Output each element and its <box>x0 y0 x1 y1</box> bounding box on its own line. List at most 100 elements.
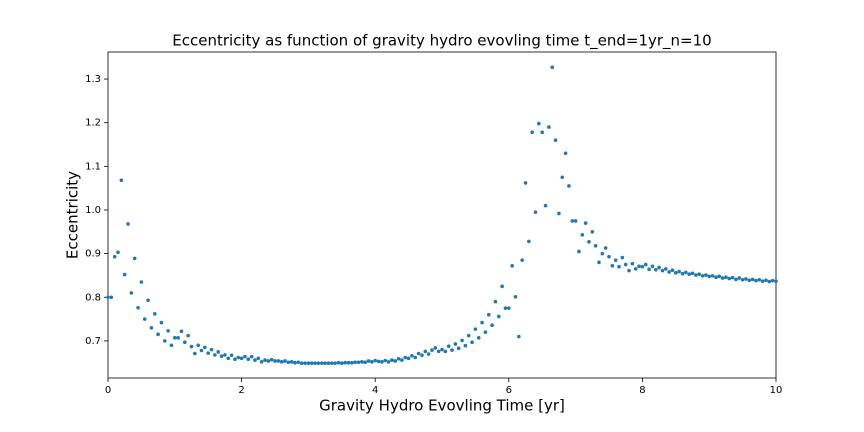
point <box>583 221 588 225</box>
point <box>490 323 494 327</box>
point <box>139 280 144 284</box>
point <box>279 360 284 364</box>
point <box>236 355 241 360</box>
point <box>500 284 504 289</box>
point <box>724 275 728 279</box>
point <box>620 255 625 260</box>
point <box>443 349 448 354</box>
point <box>266 359 271 363</box>
point <box>520 258 524 262</box>
point <box>677 269 681 274</box>
point <box>219 354 224 358</box>
chart-title: Eccentricity as function of gravity hydr… <box>172 32 711 51</box>
point <box>527 239 531 244</box>
x-tick-label: 4 <box>372 385 378 396</box>
point <box>633 267 638 271</box>
point <box>189 344 194 349</box>
point <box>176 336 180 340</box>
point <box>550 65 555 70</box>
point <box>750 277 755 282</box>
point <box>553 138 558 142</box>
point <box>757 278 762 282</box>
point <box>727 276 732 281</box>
y-tick-label: 1.2 <box>85 118 101 129</box>
point <box>126 222 130 226</box>
point <box>717 274 722 279</box>
point <box>430 348 434 352</box>
point <box>503 306 508 310</box>
point <box>199 348 204 353</box>
point <box>537 121 541 126</box>
point <box>169 343 174 348</box>
y-tick-label: 1.3 <box>85 74 101 85</box>
x-tick-label: 2 <box>238 385 244 396</box>
point <box>326 361 331 365</box>
y-tick-label: 0.9 <box>85 249 101 260</box>
point <box>517 334 521 339</box>
point <box>647 267 651 272</box>
point <box>273 359 277 363</box>
point <box>660 268 665 273</box>
point <box>674 271 678 275</box>
point <box>466 333 471 338</box>
point <box>166 329 170 333</box>
point <box>149 326 154 330</box>
point <box>186 333 190 338</box>
x-tick-label: 10 <box>770 385 783 396</box>
point <box>353 360 357 365</box>
point <box>710 274 715 278</box>
point <box>420 353 424 358</box>
point <box>129 291 134 295</box>
point <box>380 360 384 364</box>
point <box>744 277 748 281</box>
point <box>226 356 231 361</box>
point <box>336 360 341 365</box>
point <box>667 270 671 274</box>
point <box>680 271 685 276</box>
point <box>570 219 575 223</box>
point <box>760 279 765 283</box>
point <box>637 264 641 269</box>
point <box>577 249 581 254</box>
point <box>767 279 772 284</box>
point <box>480 320 484 325</box>
point <box>653 267 658 272</box>
point <box>663 267 668 271</box>
point <box>109 295 114 300</box>
point <box>643 262 648 267</box>
point <box>630 261 635 266</box>
point <box>496 314 501 319</box>
point <box>213 353 217 357</box>
point <box>340 361 344 365</box>
point <box>697 272 701 276</box>
point <box>600 251 605 256</box>
point <box>573 219 578 223</box>
point <box>580 233 585 237</box>
point <box>346 360 351 365</box>
point <box>533 210 538 214</box>
point <box>560 175 565 180</box>
point <box>243 354 247 359</box>
point <box>216 350 221 354</box>
point <box>774 279 778 283</box>
point <box>426 352 431 356</box>
point <box>507 306 511 310</box>
point <box>460 338 464 343</box>
point <box>269 357 274 362</box>
point <box>547 125 551 129</box>
point <box>597 260 601 265</box>
point <box>707 274 711 279</box>
y-tick-label: 1.1 <box>85 161 101 172</box>
point <box>223 353 227 357</box>
point <box>754 278 758 283</box>
point <box>416 351 421 356</box>
point <box>363 360 367 365</box>
point <box>116 250 120 255</box>
point <box>316 361 321 365</box>
point <box>319 361 324 365</box>
point <box>406 356 411 361</box>
point <box>136 305 140 310</box>
point <box>152 312 157 316</box>
